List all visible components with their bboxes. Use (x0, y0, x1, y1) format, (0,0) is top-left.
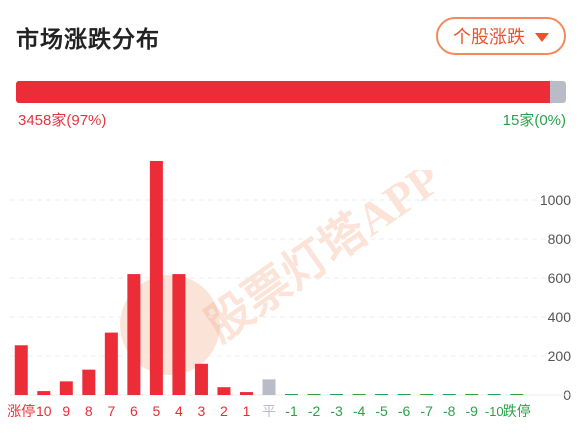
x-tick-label: -4 (353, 403, 366, 419)
bar (442, 394, 456, 395)
x-tick-label: -10 (485, 404, 504, 419)
bar (465, 394, 479, 395)
up-ratio-fill (16, 81, 550, 103)
up-count-label: 3458家(97%) (18, 112, 107, 129)
bar (59, 381, 73, 395)
bar (420, 394, 434, 395)
bar (397, 394, 411, 395)
x-tick-label: 2 (220, 403, 228, 419)
stock-change-dropdown[interactable]: 个股涨跌 (436, 17, 566, 55)
bar (194, 363, 208, 395)
x-tick-label: -3 (330, 403, 343, 419)
x-tick-label: -1 (285, 403, 298, 419)
x-tick-label: 涨停 (7, 403, 35, 419)
bar (14, 345, 28, 395)
y-tick-label: 1000 (540, 192, 571, 208)
x-tick-label: 平 (262, 403, 276, 419)
bar (352, 394, 366, 395)
bar (37, 391, 51, 395)
bar (510, 394, 524, 395)
x-tick-label: -5 (375, 403, 388, 419)
bar (239, 392, 253, 395)
bar (127, 274, 141, 395)
up-down-ratio-bar (16, 81, 566, 103)
x-tick-label: 9 (62, 403, 70, 419)
x-tick-label: 5 (152, 403, 160, 419)
x-tick-label: 8 (85, 403, 93, 419)
x-tick-label: 10 (36, 403, 52, 419)
bar (262, 379, 276, 395)
x-tick-label: -2 (308, 403, 321, 419)
down-count-label: 15家(0%) (502, 112, 566, 129)
x-tick-label: -9 (465, 403, 478, 419)
caret-down-icon (535, 32, 549, 42)
bar (172, 274, 186, 395)
x-tick-label: 6 (130, 403, 138, 419)
bar (104, 332, 118, 395)
x-tick-label: 跌停 (503, 403, 531, 419)
page-title: 市场涨跌分布 (16, 26, 160, 52)
x-tick-label: 4 (175, 403, 183, 419)
x-tick-label: 3 (198, 403, 206, 419)
x-tick-label: 1 (243, 403, 251, 419)
x-tick-label: 7 (107, 403, 115, 419)
x-tick-label: -8 (443, 403, 456, 419)
bar (149, 161, 163, 395)
bar (375, 394, 389, 395)
y-tick-label: 400 (548, 309, 572, 325)
bar (285, 394, 299, 395)
dropdown-label: 个股涨跌 (453, 27, 525, 47)
bar (82, 369, 96, 395)
y-tick-label: 200 (548, 348, 572, 364)
x-tick-label: -6 (398, 403, 411, 419)
bar (487, 394, 501, 395)
x-tick-label: -7 (420, 403, 433, 419)
y-tick-label: 800 (548, 231, 572, 247)
bar (217, 387, 231, 395)
bar (307, 394, 321, 395)
bar (330, 394, 344, 395)
y-tick-label: 600 (548, 270, 572, 286)
